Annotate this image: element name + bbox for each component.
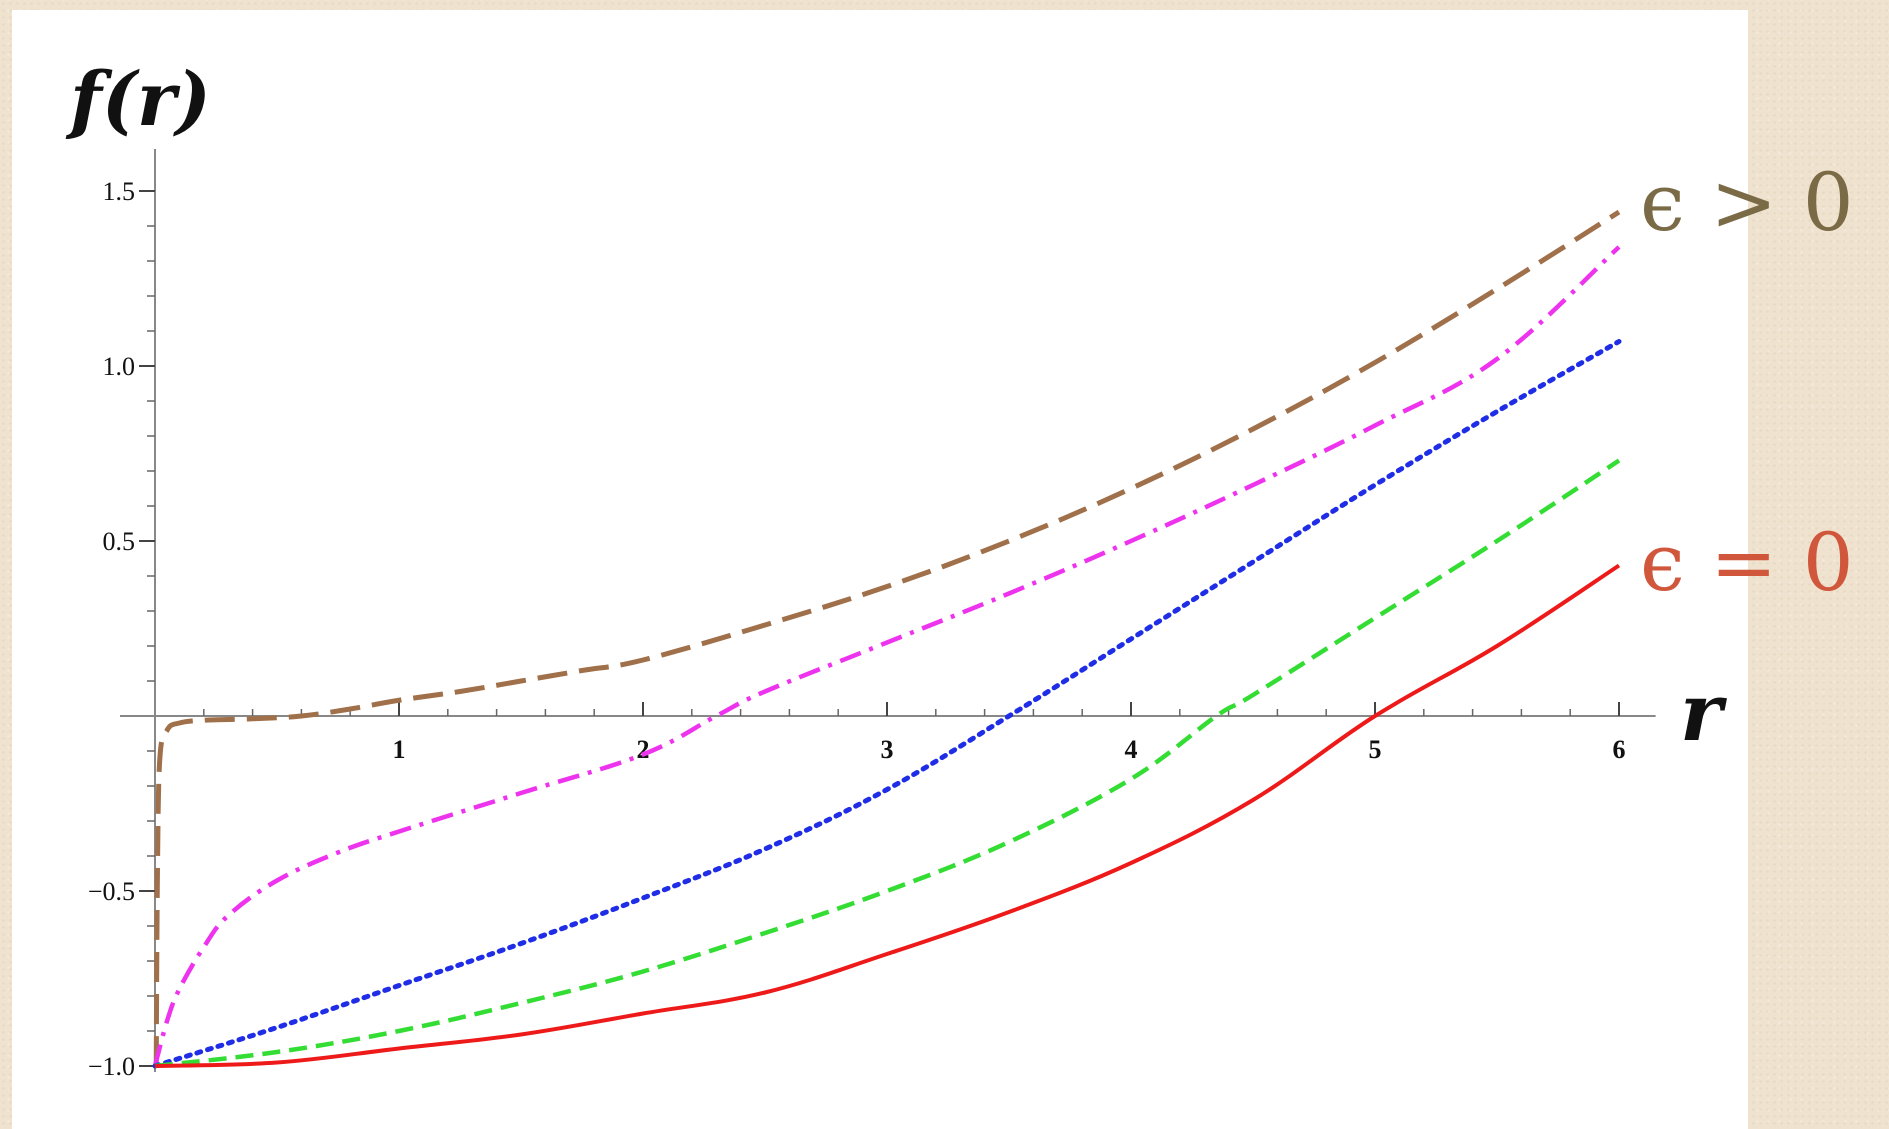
x-axis-title: r xyxy=(1680,665,1727,759)
axes: 1 2 3 4 5 6 1.5 1.0 0.5 −0.5 −1.0 xyxy=(88,149,1656,1081)
series-line-0 xyxy=(153,209,1621,1067)
y-tick-label: 1.0 xyxy=(103,352,136,381)
x-tick-label: 1 xyxy=(393,735,406,764)
y-tick-label: −1.0 xyxy=(88,1052,135,1081)
x-tick-label: 4 xyxy=(1125,735,1138,764)
x-tick-label: 6 xyxy=(1613,735,1626,764)
y-axis-title: f(r) xyxy=(65,57,211,143)
annotation-epsilon-positive: ϵ > 0 xyxy=(1640,156,1854,249)
series-layer xyxy=(152,209,1622,1069)
y-tick-label: −0.5 xyxy=(88,877,135,906)
series-line-4 xyxy=(154,563,1621,1068)
x-tick-label: 3 xyxy=(881,735,894,764)
y-tick-label: 1.5 xyxy=(103,177,136,206)
x-tick-label: 5 xyxy=(1369,735,1382,764)
x-tick-label: 2 xyxy=(637,735,650,764)
annotation-epsilon-zero: ϵ = 0 xyxy=(1640,516,1854,609)
plot-panel xyxy=(12,10,1748,1129)
y-tick-label: 0.5 xyxy=(103,527,136,556)
series-line-3 xyxy=(154,458,1621,1069)
series-line-2 xyxy=(152,339,1622,1069)
